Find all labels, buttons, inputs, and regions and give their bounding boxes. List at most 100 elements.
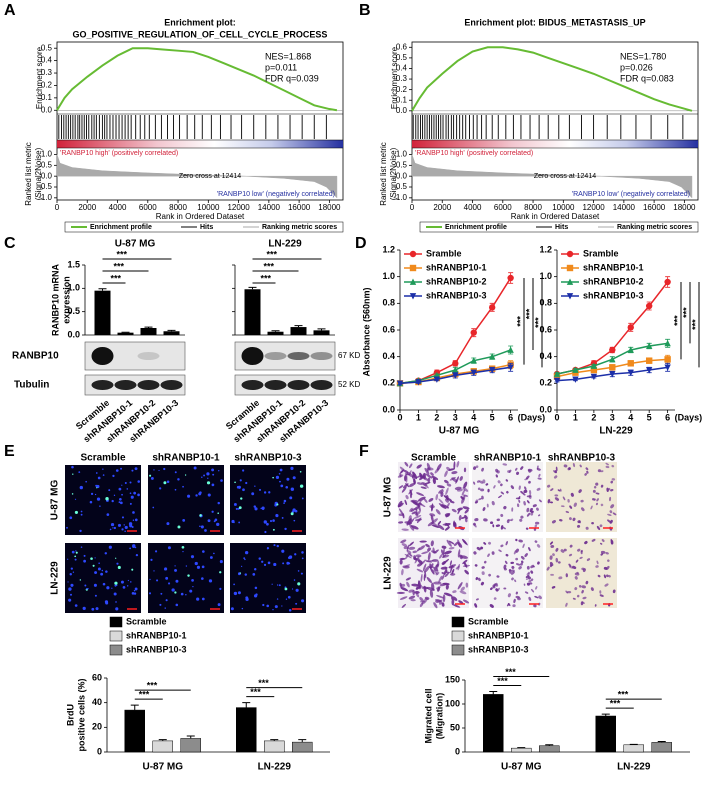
cell [398,521,404,524]
cell [108,545,112,549]
cell [132,519,135,522]
cell [430,472,434,476]
marker [627,360,634,367]
cell [201,577,204,580]
cell [288,555,293,559]
group-title: LN-229 [268,239,302,250]
cell [131,568,134,571]
cell [153,469,155,471]
y-tick-label: 20 [92,722,102,732]
cell [452,596,458,601]
cell [413,557,418,561]
cell [551,520,556,524]
cell [473,481,476,485]
cell [451,595,453,600]
cell [218,470,220,472]
cell [410,508,416,512]
error-bar [130,704,139,711]
cell [530,512,534,516]
legend-label: shRANBP10-1 [583,262,644,272]
cell [115,601,117,603]
error-bar [186,735,195,739]
cell [276,503,279,506]
legend-label: shRANBP10-3 [126,644,187,654]
cell [111,499,114,503]
cell [71,465,74,469]
cell [534,540,538,543]
y-tick-label: 0.8 [539,298,552,308]
bar [180,738,201,753]
x-axis-label: Rank in Ordered Dataset [511,212,600,221]
cell [67,581,69,583]
cell [476,546,481,551]
sig-label: *** [497,676,508,686]
cell [94,493,97,496]
cell [268,491,271,494]
stat-label: p=0.011 [265,62,297,72]
cell [595,492,600,495]
cell [429,513,436,517]
cell [288,608,292,612]
cell [578,489,582,494]
cell [546,566,550,571]
bar [313,330,330,335]
cell [607,559,610,562]
y-tick-label: -1.0 [38,193,52,202]
marker [488,304,496,311]
cell [559,519,563,522]
cell [433,602,438,609]
cell [211,483,215,487]
cell [220,479,223,482]
cell [442,554,450,558]
cell [453,461,456,470]
x-tick-label: 10000 [552,203,575,212]
cell [416,492,424,497]
cell [117,523,122,527]
cell [529,582,533,585]
x-tick-label: 18000 [318,203,341,212]
ranking-metric-area [411,154,693,199]
y-tick-label: 1.0 [382,271,395,281]
cell [563,548,567,552]
cell [560,549,565,553]
cell [487,553,490,558]
cell [534,524,538,528]
cell [518,496,521,500]
cell [463,467,467,473]
cell [492,524,495,528]
cell [444,512,451,517]
cell [400,539,407,544]
legend-swatch [109,616,123,628]
y-tick-label: 150 [445,674,460,684]
cell [79,485,83,490]
cell [244,573,248,576]
cell [69,573,72,576]
cell [579,556,583,559]
x-tick-label: 5 [647,412,652,422]
marker [553,370,561,377]
zero-cross-label: Zero cross at 12414 [534,173,596,180]
cell [554,494,559,497]
x-tick-label: 0 [554,412,559,422]
cell [465,582,469,588]
cell [485,483,489,486]
cell [597,574,601,578]
cell [97,476,101,480]
marker [609,371,616,378]
cell [403,546,409,550]
cell [409,541,415,547]
cell [397,502,404,508]
cell [105,570,108,573]
legend-label: shRANBP10-1 [426,262,487,272]
cell [159,603,162,606]
cell [242,488,245,492]
cell [454,541,459,547]
cell [551,586,556,589]
cell [431,503,434,512]
cell [554,497,560,501]
cell [167,546,171,550]
cell [461,495,466,504]
cell [529,509,534,513]
cell [100,572,104,576]
legend-label: Hits [200,224,213,231]
